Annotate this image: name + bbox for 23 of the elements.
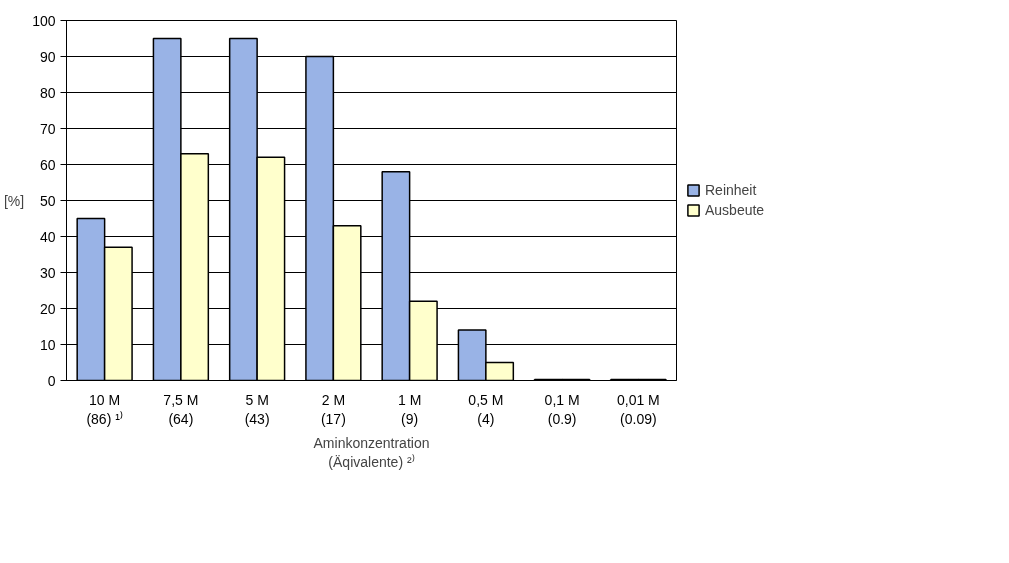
- y-tick-label: 70: [39, 120, 56, 137]
- x-tick-label: 10 M (86) ¹⁾: [86, 391, 123, 427]
- legend-label: Reinheit: [705, 182, 757, 198]
- legend-label: Ausbeute: [705, 202, 765, 218]
- y-tick-label: 50: [39, 192, 56, 209]
- x-tick-label: 0,1 M (0.9): [544, 391, 580, 427]
- y-tick-label: 60: [39, 156, 56, 173]
- y-tick-label: 90: [39, 48, 56, 65]
- x-tick-label: 0,01 M (0.09): [616, 391, 660, 427]
- x-tick-label: 1 M (9): [397, 391, 422, 427]
- x-tick-label: 0,5 M (4): [468, 391, 504, 427]
- y-tick-label: 40: [39, 228, 56, 245]
- y-tick-label: 0: [47, 372, 56, 389]
- x-tick-label: 5 M (43): [244, 391, 270, 427]
- y-tick-label: 30: [39, 264, 56, 281]
- y-axis-title: [%]: [3, 192, 25, 209]
- y-tick-label: 100: [32, 12, 56, 29]
- x-tick-label: 2 M (17): [320, 391, 346, 427]
- y-tick-label: 20: [39, 300, 56, 317]
- x-tick-label: 7,5 M (64): [163, 391, 199, 427]
- y-tick-label: 80: [39, 84, 56, 101]
- y-tick-label: 10: [39, 336, 56, 353]
- x-axis-title: Aminkonzentration (Äqivalente) ²⁾: [313, 434, 430, 470]
